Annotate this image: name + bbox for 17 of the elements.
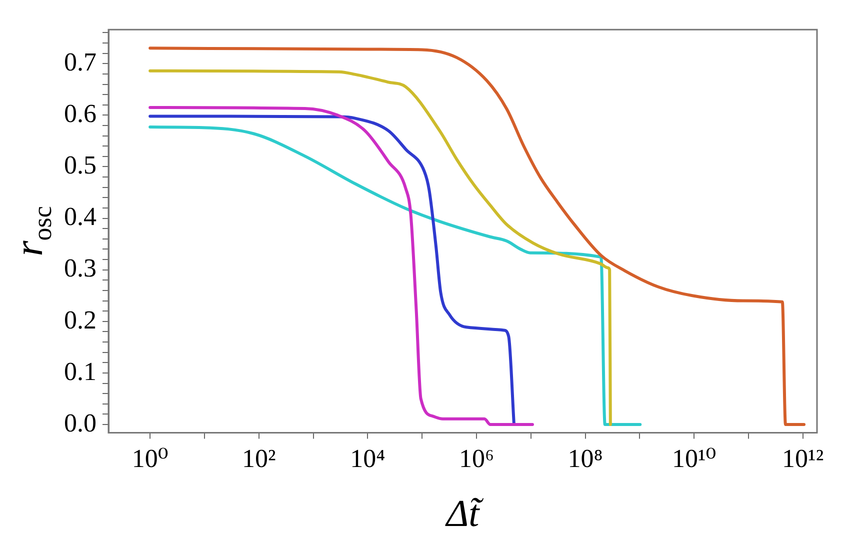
- y-axis-title: rosc: [6, 206, 57, 256]
- y-tick-label: 0.7: [64, 47, 96, 76]
- y-tick-label: 0.1: [64, 356, 96, 386]
- y-tick-label: 0.0: [64, 408, 96, 438]
- x-tick-label: 10²: [242, 444, 276, 474]
- x-tick-label: 10⁴: [350, 444, 386, 474]
- x-tick-label: 10¹²: [782, 444, 824, 474]
- x-tick-label: 10¹⁰: [672, 444, 716, 474]
- x-tick-label: 10⁶: [458, 444, 494, 474]
- x-axis-title: Δt̃: [444, 493, 485, 535]
- y-tick-label: 0.6: [64, 99, 96, 128]
- y-tick-label: 0.2: [64, 305, 96, 334]
- y-tick-label: 0.3: [64, 254, 96, 283]
- y-tick-label: 0.5: [64, 150, 96, 180]
- x-tick-label: 10⁰: [132, 444, 168, 474]
- x-tick-label: 10⁸: [568, 444, 603, 474]
- y-tick-label: 0.4: [64, 202, 96, 232]
